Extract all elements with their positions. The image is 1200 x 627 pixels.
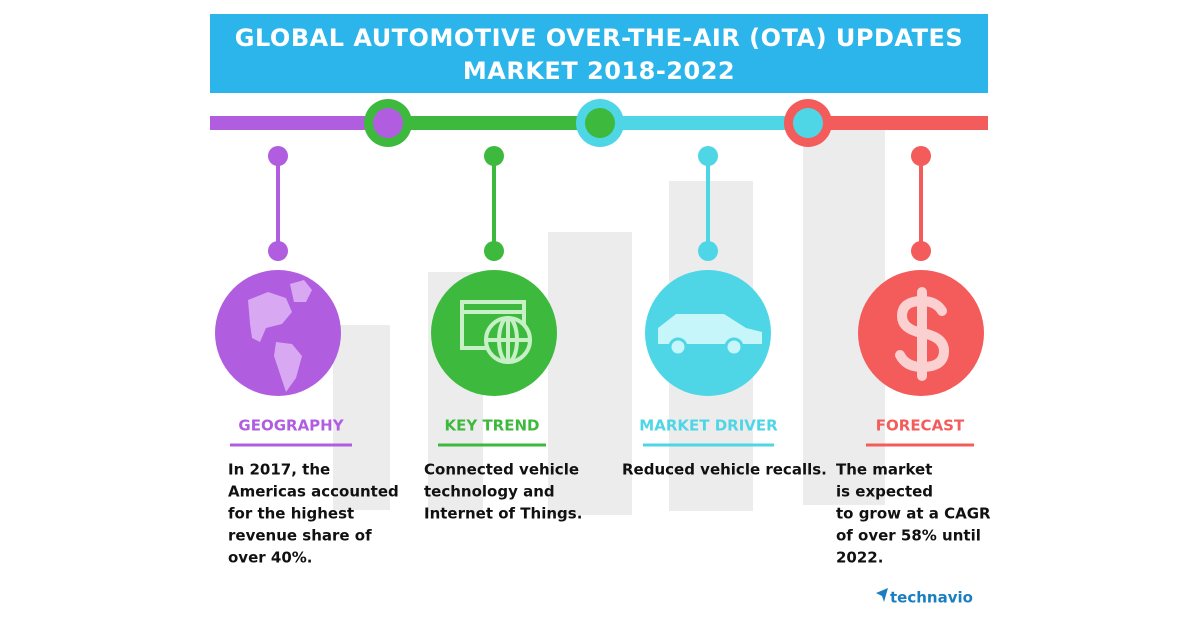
section-body-line: over 40%. [228, 549, 312, 567]
section-body-line: is expected [836, 483, 933, 501]
pin-dot [484, 146, 504, 166]
section-body-line: for the highest [228, 505, 354, 523]
section-heading: MARKET DRIVER [639, 417, 778, 435]
title-line: GLOBAL AUTOMOTIVE OVER-THE-AIR (OTA) UPD… [235, 24, 963, 52]
icon-globe [248, 280, 312, 392]
section-body-line: revenue share of [228, 527, 372, 545]
section-body-line: Reduced vehicle recalls. [622, 461, 827, 479]
icon-browser-globe [460, 300, 532, 364]
section-body-line: In 2017, the [228, 461, 330, 479]
pin-dot [911, 146, 931, 166]
icon-circle [215, 270, 341, 396]
section-body-line: The market [836, 461, 932, 479]
section-body-line: Americas accounted [228, 483, 399, 501]
section-body-line: Connected vehicle [424, 461, 579, 479]
section-heading: GEOGRAPHY [238, 417, 344, 435]
pin-dot [484, 241, 504, 261]
pin-dot [268, 146, 288, 166]
pin-dot [698, 241, 718, 261]
logo-mark [876, 588, 888, 602]
section-body-line: of over 58% until [836, 527, 981, 545]
pin-dot [268, 241, 288, 261]
pin-dot [698, 146, 718, 166]
section-body-line: technology and [424, 483, 555, 501]
icon-dollar [895, 287, 950, 381]
pin-dot [911, 241, 931, 261]
logo: technavio [890, 589, 973, 607]
section-heading: FORECAST [876, 417, 965, 435]
section-body-line: to grow at a CAGR [836, 505, 991, 523]
background-bars [333, 130, 885, 515]
section-body-line: Internet of Things. [424, 505, 582, 523]
header-bar [210, 14, 988, 93]
title-line: MARKET 2018-2022 [463, 57, 735, 85]
icon-car [658, 314, 762, 357]
timeline [210, 99, 988, 147]
section-heading: KEY TREND [445, 417, 540, 435]
section-body-line: 2022. [836, 549, 883, 567]
